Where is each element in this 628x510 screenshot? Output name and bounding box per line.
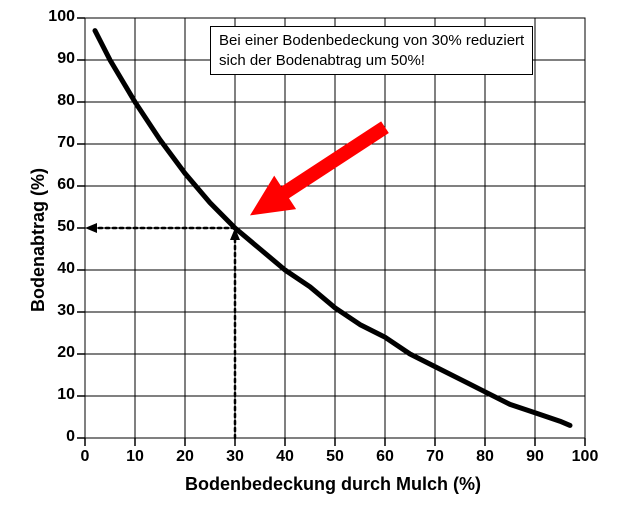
y-tick-label: 100 (40, 8, 75, 26)
x-axis-label: Bodenbedeckung durch Mulch (%) (185, 474, 481, 495)
y-tick-label: 30 (40, 302, 75, 320)
x-tick-label: 40 (270, 448, 300, 466)
y-tick-label: 70 (40, 134, 75, 152)
y-tick-label: 40 (40, 260, 75, 278)
x-tick-label: 60 (370, 448, 400, 466)
annotation-line-2: sich der Bodenabtrag um 50%! (219, 52, 425, 69)
x-tick-label: 0 (70, 448, 100, 466)
annotation-box: Bei einer Bodenbedeckung von 30% reduzie… (210, 26, 533, 75)
x-tick-label: 90 (520, 448, 550, 466)
y-tick-label: 80 (40, 92, 75, 110)
chart-svg (0, 0, 628, 510)
x-tick-label: 50 (320, 448, 350, 466)
x-tick-label: 70 (420, 448, 450, 466)
chart-container: Bei einer Bodenbedeckung von 30% reduzie… (0, 0, 628, 510)
y-tick-label: 20 (40, 344, 75, 362)
x-tick-label: 80 (470, 448, 500, 466)
y-tick-label: 60 (40, 176, 75, 194)
x-tick-label: 30 (220, 448, 250, 466)
y-tick-label: 0 (40, 428, 75, 446)
x-tick-label: 100 (570, 448, 600, 466)
y-tick-label: 50 (40, 218, 75, 236)
x-tick-label: 10 (120, 448, 150, 466)
x-tick-label: 20 (170, 448, 200, 466)
y-tick-label: 90 (40, 50, 75, 68)
y-tick-label: 10 (40, 386, 75, 404)
annotation-line-1: Bei einer Bodenbedeckung von 30% reduzie… (219, 32, 524, 49)
